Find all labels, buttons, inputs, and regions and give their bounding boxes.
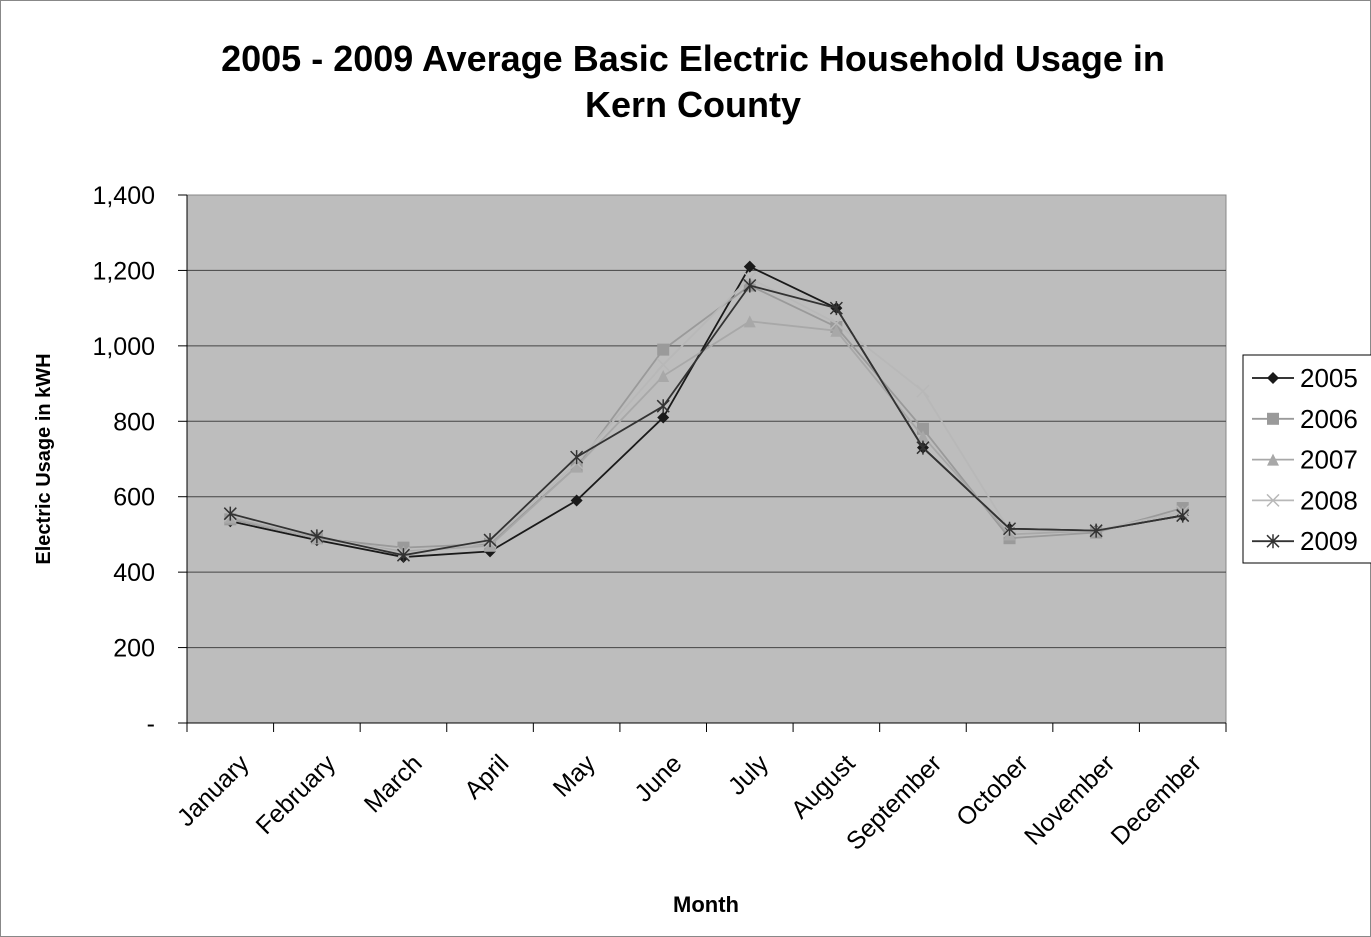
y-tick-label: - — [147, 710, 155, 738]
y-tick-label: 600 — [113, 484, 155, 512]
legend-marker — [1266, 493, 1280, 507]
data-point — [1176, 508, 1190, 523]
data-point — [916, 430, 929, 443]
legend-marker — [1267, 453, 1279, 466]
data-point — [656, 358, 670, 372]
series-line — [230, 284, 1183, 557]
series-line — [230, 276, 1183, 555]
data-point — [916, 384, 930, 398]
data-point — [570, 494, 583, 507]
data-point — [657, 343, 670, 356]
data-point — [916, 440, 930, 455]
data-point — [657, 411, 670, 424]
data-point — [1089, 523, 1103, 538]
data-point — [570, 460, 583, 473]
data-point — [743, 315, 756, 328]
data-point — [829, 301, 843, 316]
data-point — [656, 399, 670, 414]
series-line — [230, 284, 1183, 549]
data-point — [310, 529, 324, 544]
y-tick-label: 1,200 — [92, 257, 155, 285]
data-point — [223, 506, 237, 521]
data-point — [1003, 521, 1017, 536]
data-point — [743, 260, 756, 273]
data-point — [829, 316, 843, 330]
data-point — [396, 548, 410, 563]
data-point — [657, 370, 670, 383]
data-point — [570, 450, 584, 465]
chart-title: 2005 - 2009 Average Basic Electric House… — [221, 38, 1165, 125]
series-line — [230, 320, 1183, 553]
legend-marker — [1267, 412, 1279, 425]
y-tick-label: 800 — [113, 408, 155, 436]
y-tick-label: 1,400 — [92, 182, 155, 210]
legend-label: 2008 — [1300, 485, 1358, 515]
x-axis-label: Month — [673, 892, 739, 917]
plot-area — [186, 194, 1227, 724]
data-point — [483, 533, 497, 548]
legend-label: 2009 — [1300, 526, 1358, 556]
y-tick-label: 1,000 — [92, 333, 155, 361]
data-point — [830, 324, 843, 337]
legend-label: 2007 — [1300, 445, 1358, 475]
legend-marker — [1267, 372, 1279, 384]
y-axis-label: Electric Usage in kWH — [33, 353, 55, 564]
legend-label: 2005 — [1300, 363, 1358, 393]
legend-label: 2006 — [1300, 404, 1358, 434]
legend-marker — [1266, 534, 1280, 549]
y-tick-label: 200 — [113, 635, 155, 663]
y-tick-label: 400 — [113, 559, 155, 587]
data-point — [743, 278, 757, 293]
